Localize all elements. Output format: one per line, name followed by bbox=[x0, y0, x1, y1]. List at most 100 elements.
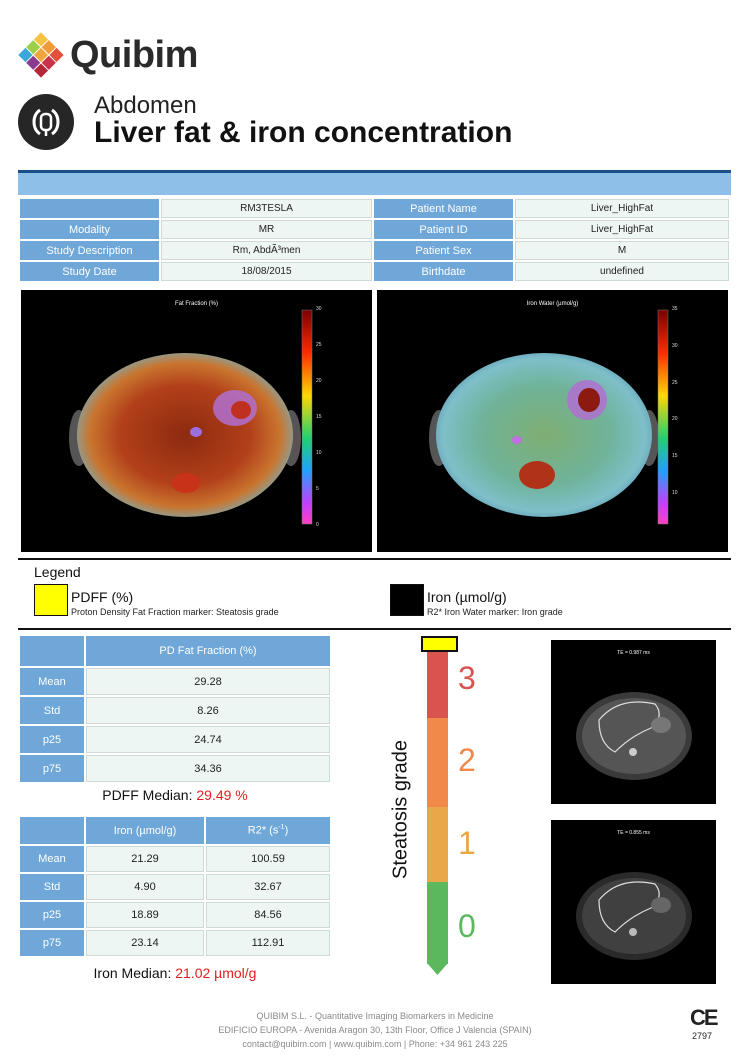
te-label-2: TE = 0.855 ms bbox=[617, 830, 650, 836]
pdff-swatch bbox=[34, 584, 68, 616]
fat-scale: 30 25 20 15 10 5 0 bbox=[316, 306, 322, 528]
r2-header-text: R2* (s bbox=[247, 824, 279, 837]
divider bbox=[18, 558, 731, 560]
iron-legend-name: Iron (µmol/g) bbox=[427, 589, 507, 605]
r2-value: 32.67 bbox=[206, 874, 330, 900]
scale-tick: 35 bbox=[672, 306, 678, 312]
steatosis-grade-label: Steatosis grade bbox=[389, 740, 412, 879]
pdff-median-label: PDFF Median: bbox=[102, 787, 193, 803]
pdff-legend-desc: Proton Density Fat Fraction marker: Stea… bbox=[71, 607, 279, 617]
iron-water-map: Iron Water (µmol/g) bbox=[377, 290, 728, 552]
table-row: Mean 29.28 bbox=[20, 668, 330, 695]
table-corner bbox=[20, 817, 84, 844]
info-value: M bbox=[515, 241, 729, 260]
table-row: p25 18.89 84.56 bbox=[20, 902, 330, 928]
grade-num-1: 1 bbox=[458, 825, 476, 861]
scale-tick: 10 bbox=[316, 450, 322, 456]
section-subtitle: Abdomen bbox=[94, 92, 197, 119]
r2-header-end: ) bbox=[284, 824, 289, 837]
r2-value: 84.56 bbox=[206, 902, 330, 928]
row-label: p75 bbox=[20, 755, 84, 782]
r2-header-sup: -1 bbox=[278, 824, 285, 832]
table-corner bbox=[20, 636, 84, 666]
scale-tick: 10 bbox=[672, 489, 678, 496]
table-row: Mean 21.29 100.59 bbox=[20, 846, 330, 872]
row-label: Std bbox=[20, 697, 84, 724]
grade-level-1 bbox=[427, 807, 448, 882]
iron-value: 21.29 bbox=[86, 846, 204, 872]
pdff-column-header: PD Fat Fraction (%) bbox=[86, 636, 330, 666]
abdomen-icon bbox=[18, 94, 74, 150]
info-label: Patient Sex bbox=[374, 241, 513, 260]
row-value: 34.36 bbox=[86, 755, 330, 782]
iron-value: 23.14 bbox=[86, 930, 204, 956]
info-label: Study Description bbox=[20, 241, 159, 260]
ce-mark: CE bbox=[690, 1005, 719, 1030]
grade-arrow-tip bbox=[427, 963, 448, 975]
info-label: Modality bbox=[20, 220, 159, 239]
te-image-2: TE = 0.855 ms bbox=[551, 820, 716, 984]
row-value: 8.26 bbox=[86, 697, 330, 724]
header-bar bbox=[18, 170, 731, 195]
r2-value: 100.59 bbox=[206, 846, 330, 872]
row-label: Mean bbox=[20, 668, 84, 695]
divider bbox=[18, 628, 731, 630]
table-header-row: Iron (µmol/g) R2* (s-1) bbox=[20, 817, 330, 844]
logo-text: Quibim bbox=[70, 34, 198, 76]
iron-scale: 35 30 25 20 15 10 bbox=[672, 306, 678, 496]
page-title: Liver fat & iron concentration bbox=[94, 116, 513, 149]
info-value: undefined bbox=[515, 262, 729, 281]
info-value: 18/08/2015 bbox=[161, 262, 372, 281]
footer-line-1: QUIBIM S.L. - Quantitative Imaging Bioma… bbox=[256, 1011, 494, 1021]
info-value: MR bbox=[161, 220, 372, 239]
table-row: p75 23.14 112.91 bbox=[20, 930, 330, 956]
pdff-table: PD Fat Fraction (%) Mean 29.28 Std 8.26 … bbox=[18, 634, 332, 784]
row-label: p25 bbox=[20, 726, 84, 753]
scale-tick: 30 bbox=[672, 342, 678, 349]
info-value: Liver_HighFat bbox=[515, 220, 729, 239]
footer: QUIBIM S.L. - Quantitative Imaging Bioma… bbox=[0, 1009, 750, 1051]
ce-number: 2797 bbox=[692, 1031, 713, 1041]
quibim-logo-icon bbox=[18, 32, 64, 78]
grade-num-0: 0 bbox=[458, 908, 476, 944]
fat-fraction-map: Fat Fraction (%) bbox=[21, 290, 372, 552]
scale-tick: 20 bbox=[672, 416, 678, 423]
info-label: Study Date bbox=[20, 262, 159, 281]
info-value: Liver_HighFat bbox=[515, 199, 729, 218]
te-image-1: TE = 0.987 ms bbox=[551, 640, 716, 804]
footer-line-2: EDIFICIO EUROPA - Avenida Aragon 30, 13t… bbox=[218, 1025, 532, 1035]
fat-map-title: Fat Fraction (%) bbox=[174, 301, 218, 307]
iron-map-title: Iron Water (µmol/g) bbox=[526, 301, 579, 307]
info-label: Patient Name bbox=[374, 199, 513, 218]
grade-num-2: 2 bbox=[458, 742, 476, 778]
scale-tick: 15 bbox=[316, 414, 322, 420]
scale-tick: 30 bbox=[316, 306, 322, 312]
iron-legend-desc: R2* Iron Water marker: Iron grade bbox=[427, 607, 563, 617]
info-label: Birthdate bbox=[374, 262, 513, 281]
pdff-median-value: 29.49 % bbox=[196, 787, 248, 803]
scale-tick: 15 bbox=[672, 453, 678, 460]
grade-level-3 bbox=[427, 652, 448, 718]
info-row: RM3TESLA Patient Name Liver_HighFat bbox=[20, 199, 729, 218]
iron-table: Iron (µmol/g) R2* (s-1) Mean 21.29 100.5… bbox=[18, 815, 332, 958]
info-label bbox=[20, 199, 159, 218]
r2-value: 112.91 bbox=[206, 930, 330, 956]
row-label: Std bbox=[20, 874, 84, 900]
row-value: 24.74 bbox=[86, 726, 330, 753]
patient-info-table: RM3TESLA Patient Name Liver_HighFat Moda… bbox=[18, 197, 731, 283]
row-label: p25 bbox=[20, 902, 84, 928]
grade-level-2 bbox=[427, 718, 448, 807]
te-label-1: TE = 0.987 ms bbox=[617, 650, 650, 656]
info-value: Rm, AbdÃ³men bbox=[161, 241, 372, 260]
iron-value: 18.89 bbox=[86, 902, 204, 928]
iron-swatch bbox=[390, 584, 424, 616]
scale-tick: 25 bbox=[672, 379, 678, 386]
iron-median-label: Iron Median: bbox=[93, 965, 172, 981]
iron-value: 4.90 bbox=[86, 874, 204, 900]
table-row: p75 34.36 bbox=[20, 755, 330, 782]
info-value: RM3TESLA bbox=[161, 199, 372, 218]
grade-marker bbox=[421, 636, 458, 652]
table-row: Std 4.90 32.67 bbox=[20, 874, 330, 900]
table-header-row: PD Fat Fraction (%) bbox=[20, 636, 330, 666]
pdff-legend-name: PDFF (%) bbox=[71, 589, 134, 605]
